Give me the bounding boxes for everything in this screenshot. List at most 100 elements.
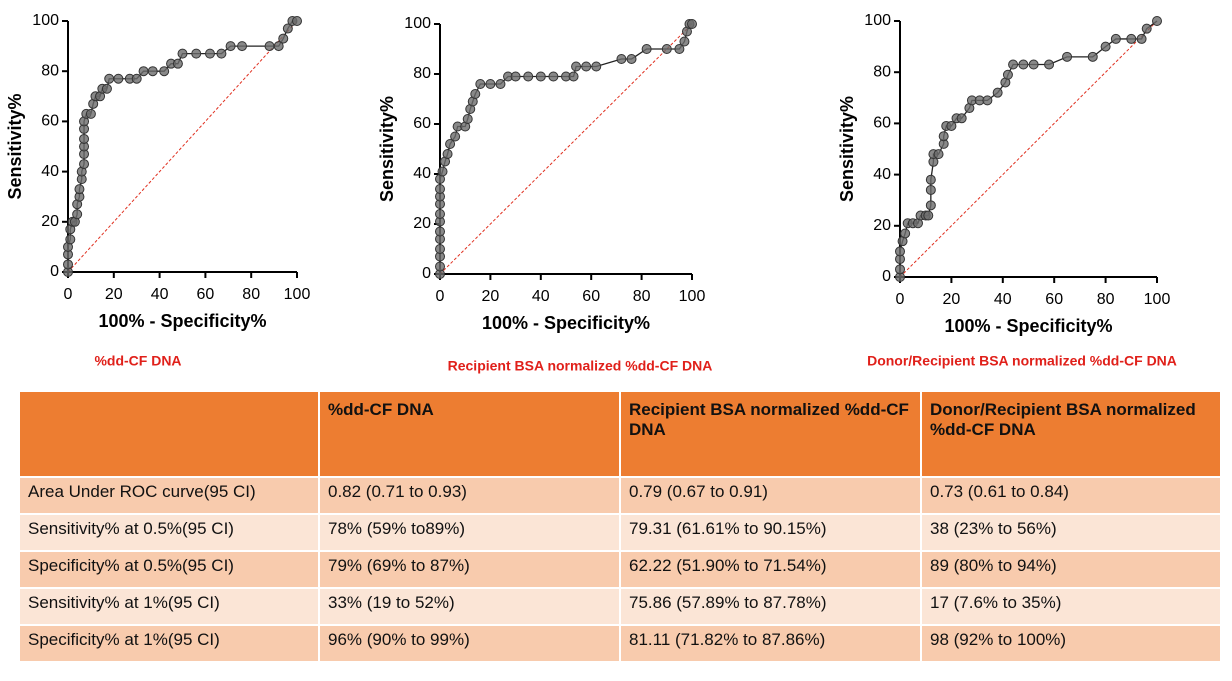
- x-tick-label: 0: [896, 291, 905, 308]
- roc-point: [177, 48, 188, 59]
- roc-point: [273, 41, 284, 52]
- roc-point: [925, 174, 936, 185]
- roc-point: [147, 66, 158, 77]
- table-cell: 79.31 (61.61% to 90.15%): [619, 513, 922, 552]
- table-cell: 79% (69% to 87%): [318, 550, 621, 589]
- roc-point: [925, 184, 936, 195]
- x-tick-label: 60: [582, 288, 600, 305]
- table-row: Specificity% at 1%(95 CI) 96% (90% to 99%…: [18, 624, 1222, 663]
- x-axis-label: 100% - Specificity%: [944, 316, 1112, 336]
- roc-point: [278, 33, 289, 44]
- y-tick-label: 40: [873, 166, 891, 183]
- roc-point: [113, 73, 124, 84]
- table-row: Specificity% at 0.5%(95 CI) 79% (69% to 8…: [18, 550, 1222, 589]
- roc-point: [1028, 59, 1039, 70]
- roc-point: [1008, 59, 1019, 70]
- y-tick-label: 20: [41, 213, 59, 230]
- y-tick-label: 80: [413, 65, 431, 82]
- roc-point: [641, 44, 652, 54]
- roc-point: [510, 71, 521, 82]
- x-tick-label: 20: [105, 286, 123, 303]
- table-cell: Specificity% at 1%(95 CI): [18, 624, 320, 663]
- roc-point: [946, 120, 957, 131]
- roc-point: [101, 83, 112, 94]
- roc-point: [445, 139, 456, 149]
- table-cell: Specificity% at 0.5%(95 CI): [18, 550, 320, 589]
- roc-point: [159, 66, 170, 77]
- y-axis-label: Sensitivity%: [377, 96, 397, 202]
- roc-point: [1136, 33, 1147, 44]
- roc-point: [225, 41, 236, 52]
- table-cell: 33% (19 to 52%): [318, 587, 621, 626]
- y-tick-label: 100: [404, 15, 431, 32]
- x-tick-label: 0: [64, 286, 73, 303]
- table-cell: 78% (59% to89%): [318, 513, 621, 552]
- roc-point: [1126, 33, 1137, 44]
- roc-point: [568, 71, 579, 82]
- x-tick-label: 100: [1144, 291, 1171, 308]
- table-cell: 38 (23% to 56%): [920, 513, 1222, 552]
- roc-point: [591, 61, 602, 72]
- roc-point: [435, 261, 445, 272]
- roc-point: [1110, 33, 1121, 44]
- x-tick-label: 0: [436, 288, 445, 305]
- y-tick-label: 80: [41, 62, 59, 79]
- roc-point: [1087, 51, 1098, 62]
- y-tick-label: 60: [41, 113, 59, 130]
- y-tick-label: 80: [873, 63, 891, 80]
- reference-line: [899, 20, 1158, 278]
- roc-point: [571, 61, 582, 72]
- roc-point: [191, 48, 202, 59]
- roc-point: [1152, 16, 1162, 26]
- x-tick-label: 80: [633, 288, 651, 305]
- y-tick-label: 0: [882, 268, 891, 285]
- roc-point: [925, 200, 936, 211]
- roc-point: [65, 234, 76, 245]
- roc-point: [674, 44, 685, 54]
- x-tick-label: 60: [1045, 291, 1063, 308]
- roc-point: [535, 71, 546, 82]
- x-tick-label: 80: [1097, 291, 1115, 308]
- roc-point: [992, 87, 1003, 98]
- roc-point: [895, 264, 905, 275]
- table-cell: 0.73 (0.61 to 0.84): [920, 476, 1222, 515]
- roc-point: [475, 79, 486, 89]
- roc-point: [104, 73, 115, 84]
- table-cell: Sensitivity% at 0.5%(95 CI): [18, 513, 320, 552]
- roc-point: [933, 149, 944, 160]
- table-cell: Donor/Recipient BSA normalized %dd-CF DN…: [920, 390, 1222, 478]
- roc-point: [495, 79, 506, 89]
- x-tick-label: 20: [943, 291, 961, 308]
- roc-point: [1002, 69, 1013, 80]
- table-cell: Area Under ROC curve(95 CI): [18, 476, 320, 515]
- roc-point: [523, 71, 534, 82]
- roc-point: [982, 95, 993, 106]
- roc-point: [616, 54, 627, 64]
- table-row: Sensitivity% at 1%(95 CI) 33% (19 to 52%)…: [18, 587, 1222, 626]
- y-tick-label: 60: [413, 115, 431, 132]
- roc-point: [1044, 59, 1055, 70]
- x-tick-label: 40: [151, 286, 169, 303]
- roc-point: [661, 44, 672, 54]
- roc-point: [679, 36, 690, 47]
- y-tick-label: 40: [413, 165, 431, 182]
- chart-caption: Donor/Recipient BSA normalized %dd-CF DN…: [867, 353, 1177, 369]
- roc-point: [282, 23, 293, 34]
- roc-point: [923, 210, 934, 221]
- table-cell: 89 (80% to 94%): [920, 550, 1222, 589]
- x-tick-label: 100: [284, 286, 311, 303]
- table-cell: 62.22 (51.90% to 71.54%): [619, 550, 922, 589]
- roc-point: [435, 244, 445, 254]
- roc-point: [216, 48, 227, 59]
- table-cell: 98 (92% to 100%): [920, 624, 1222, 663]
- roc-point: [435, 184, 445, 194]
- y-tick-label: 40: [41, 163, 59, 180]
- roc-point: [237, 41, 248, 52]
- roc-point: [72, 209, 83, 220]
- roc-point: [437, 166, 448, 177]
- roc-point: [79, 133, 90, 144]
- x-tick-label: 20: [482, 288, 500, 305]
- x-tick-label: 40: [532, 288, 550, 305]
- roc-point: [938, 131, 949, 142]
